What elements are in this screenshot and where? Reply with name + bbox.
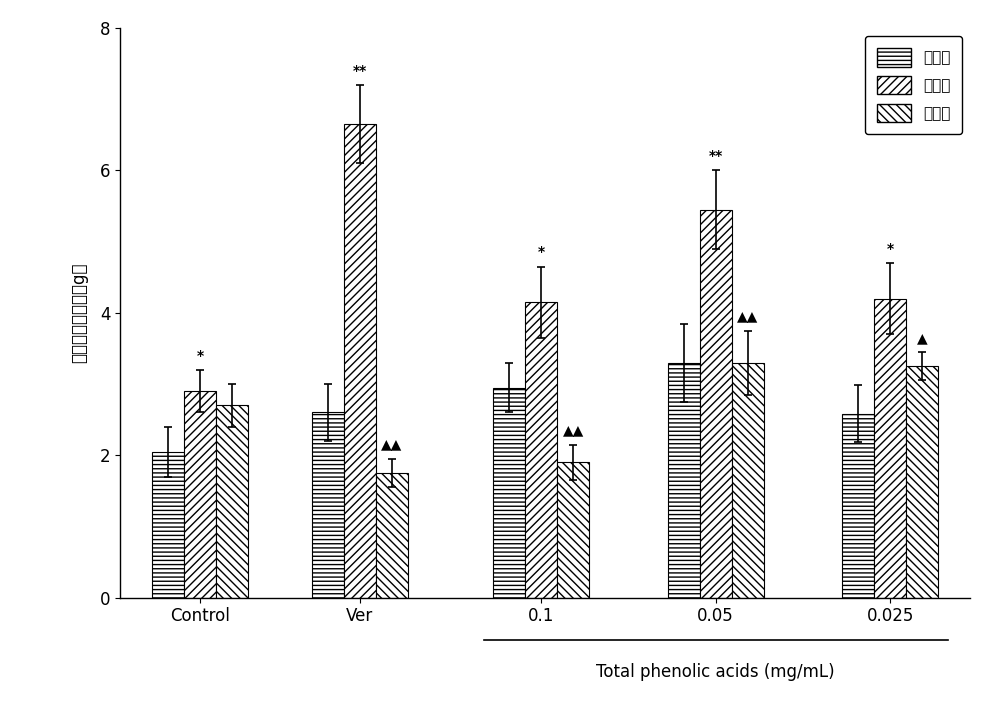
Legend: 造模前, 造模后, 给药后: 造模前, 造模后, 给药后: [865, 36, 962, 134]
Bar: [525, 302, 557, 598]
Bar: [312, 413, 344, 598]
Bar: [874, 299, 906, 598]
Bar: [152, 451, 184, 598]
Text: Total phenolic acids (mg/mL): Total phenolic acids (mg/mL): [596, 663, 835, 681]
Text: ▲▲: ▲▲: [563, 423, 584, 437]
Bar: [557, 463, 589, 598]
Text: *: *: [887, 242, 894, 256]
Bar: [376, 473, 408, 598]
Text: **: **: [709, 149, 723, 163]
Text: *: *: [196, 349, 203, 363]
Bar: [216, 406, 248, 598]
Bar: [493, 387, 525, 598]
Text: *: *: [538, 245, 545, 259]
Bar: [668, 363, 700, 598]
Bar: [344, 124, 376, 598]
Text: ▲▲: ▲▲: [737, 309, 758, 323]
Bar: [732, 363, 764, 598]
Bar: [700, 209, 732, 598]
Text: ▲▲: ▲▲: [381, 438, 402, 451]
Bar: [906, 366, 938, 598]
Y-axis label: 收缩张力平均値（g）: 收缩张力平均値（g）: [71, 263, 89, 363]
Bar: [184, 391, 216, 598]
Bar: [842, 414, 874, 598]
Text: **: **: [353, 64, 367, 78]
Text: ▲: ▲: [917, 331, 927, 345]
